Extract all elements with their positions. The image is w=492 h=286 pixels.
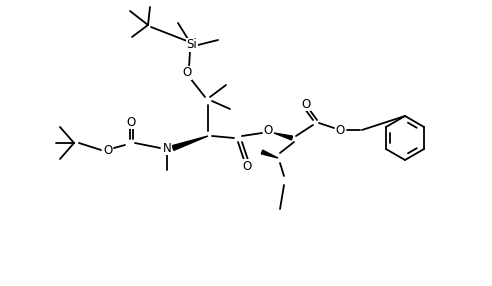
Text: N: N — [163, 142, 171, 154]
Text: Si: Si — [186, 39, 197, 51]
Text: O: O — [103, 144, 113, 156]
Text: O: O — [243, 160, 251, 172]
Polygon shape — [274, 133, 293, 140]
Text: O: O — [302, 98, 310, 110]
Text: O: O — [183, 67, 191, 80]
Text: O: O — [126, 116, 136, 128]
Polygon shape — [172, 136, 208, 150]
Text: O: O — [336, 124, 344, 136]
Text: O: O — [263, 124, 273, 138]
Polygon shape — [261, 150, 278, 158]
